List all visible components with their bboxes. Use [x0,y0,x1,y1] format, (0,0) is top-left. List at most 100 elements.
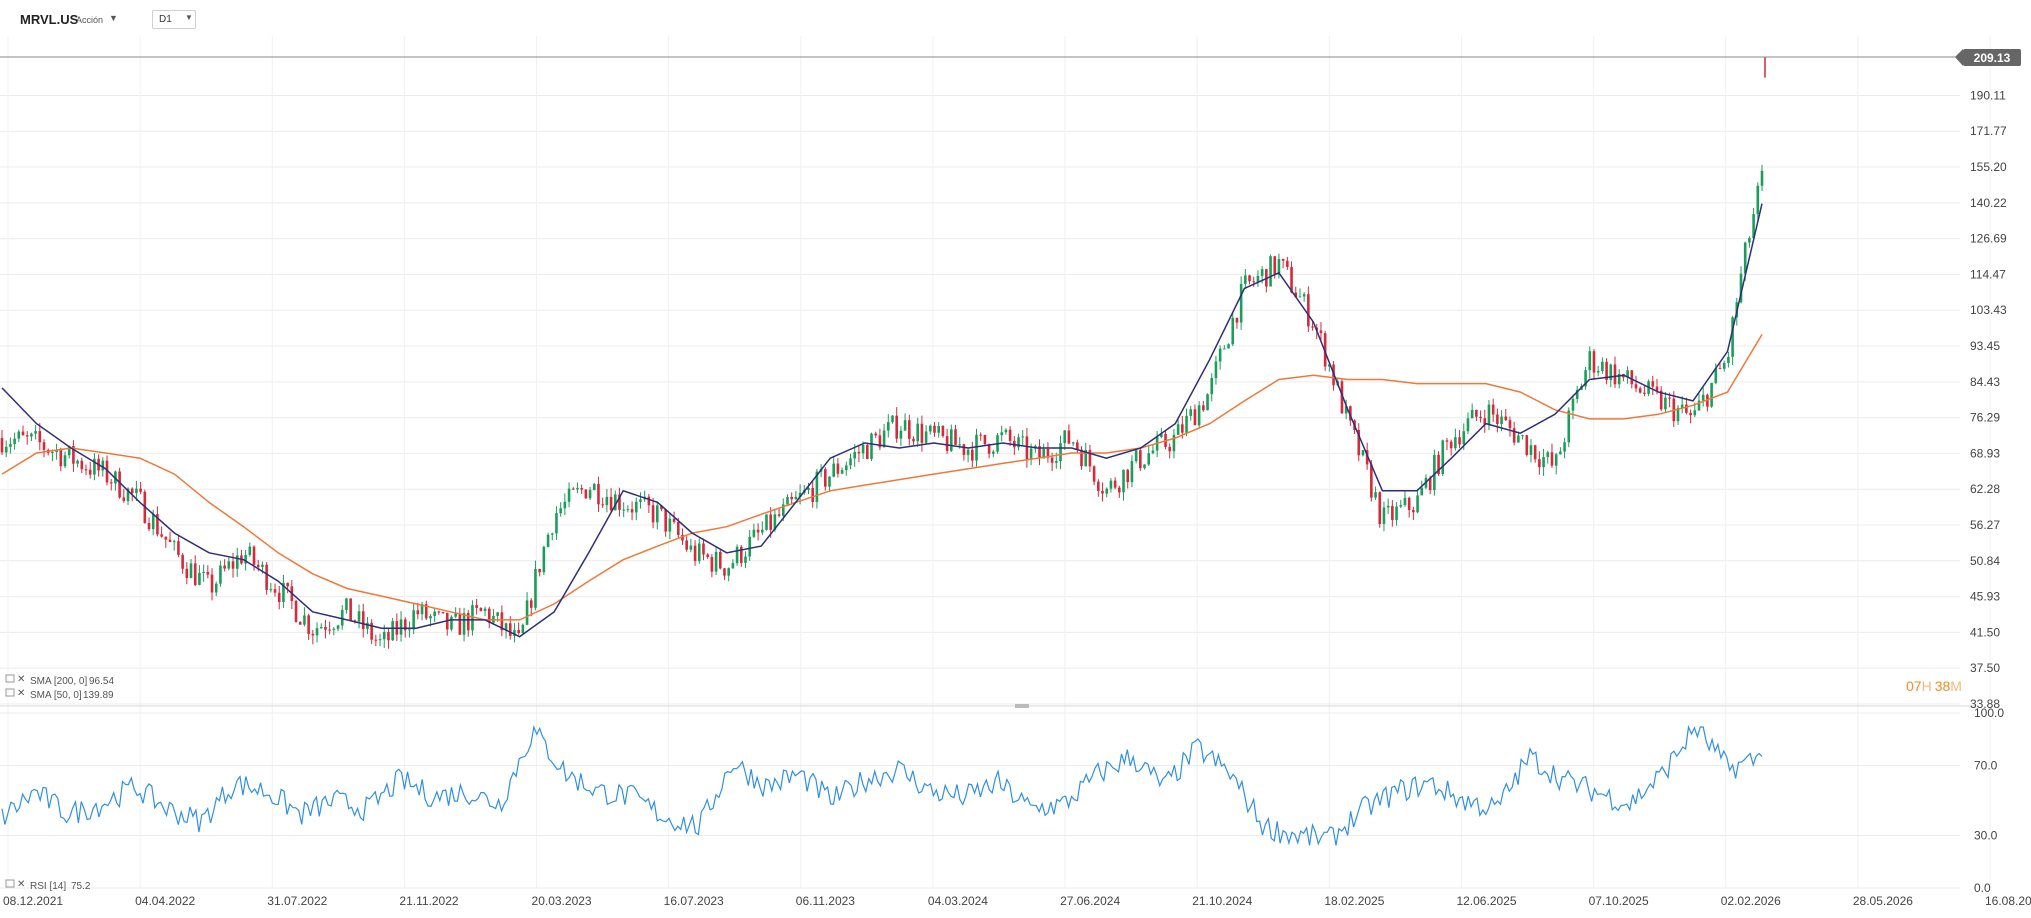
rsi-tick-label: 70.0 [1974,759,1998,773]
candle-body [55,450,58,452]
candle-body [1277,258,1281,275]
candle-body [903,420,907,431]
time-tick-label: 18.02.2025 [1324,894,1384,908]
candle-body [1496,414,1499,424]
sma200-legend-close-icon[interactable]: ✕ [17,674,25,685]
candle-body [462,613,466,635]
candle-body [21,431,25,436]
price-tick-label: 68.93 [1970,446,2000,460]
candle-body [135,488,138,494]
sma50-line [1,203,1763,638]
candle-body [17,431,21,439]
candle-body [811,487,814,502]
candle-body [408,629,411,631]
candle-body [975,434,978,461]
time-axis[interactable]: 08.12.2021 04.04.2022 31.07.2022 21.11.2022… [3,894,2031,908]
candle-body [156,514,159,535]
candle-body [513,629,516,636]
candle-body [714,551,718,572]
candle-body [412,610,415,630]
symbol-title[interactable]: MRVL.US [20,12,79,27]
candle-body [992,451,995,454]
candle-body [865,445,869,459]
rsi-legend-value: 75.2 [71,881,91,892]
price-tick-label: 114.47 [1970,267,2006,281]
candle-body [1370,464,1373,498]
candle-body [1605,361,1608,380]
rsi-axis[interactable]: 100.0 70.0 30.0 0.0 [1974,706,2004,895]
sma50-legend[interactable]: ✕ SMA [50, 0] 139.89 [5,688,114,701]
candle-body [1361,450,1365,456]
pane-resize-handle[interactable] [1015,704,1029,708]
candle-body [1500,416,1503,424]
candle-body [908,420,911,439]
candle-body [177,541,180,555]
candle-body [1748,238,1751,243]
candle-body [571,488,575,490]
candle-body [861,445,865,454]
candle-body [298,621,302,625]
candle-body [1554,454,1558,466]
rsi-legend-menu-icon[interactable] [5,879,15,888]
candle-body [382,632,386,640]
candle-body [781,504,785,516]
sma50-legend-value: 139.89 [83,690,114,701]
sma200-legend[interactable]: ✕ SMA [200, 0] 96.54 [5,674,114,687]
candle-body [929,425,932,432]
sma200-legend-menu-icon[interactable] [5,674,15,683]
candle-body [676,521,680,536]
candle-body [1294,292,1298,298]
candle-body [950,429,953,451]
chart-toolbar: MRVL.US Acción ▼ D1 ▼ [0,0,2031,36]
candle-body [1168,446,1172,452]
timeframe-select[interactable]: D1 ▼ [152,10,196,29]
candle-body [1130,461,1134,483]
candle-body [828,476,831,487]
candle-body [971,449,974,461]
candle-body [849,458,852,466]
rsi-legend-close-icon[interactable]: ✕ [17,879,25,890]
candle-body [1609,364,1613,380]
candle-body [9,444,12,447]
rsi-tick-label: 0.0 [1974,881,1991,895]
rsi-legend[interactable]: ✕ RSI [14] 75.2 [5,879,91,892]
candle-body [1416,495,1419,513]
candle-body [1613,364,1617,385]
instrument-type-label[interactable]: Acción [76,15,104,25]
candle-body [147,523,151,530]
candle-body [1563,442,1566,452]
candle-body [1050,457,1054,463]
candle-body [1634,384,1638,389]
instrument-dropdown-caret-icon[interactable]: ▼ [109,13,118,23]
price-tick-label: 140.22 [1970,196,2007,210]
rsi-grid [0,712,1960,889]
candle-body [424,604,428,619]
candle-body [458,613,462,635]
candle-body [567,488,571,502]
candle-body [723,568,726,576]
price-tick-label: 76.29 [1970,411,2000,425]
sma50-legend-menu-icon[interactable] [5,688,15,697]
candle-body [1596,370,1600,373]
candle-body [794,496,798,500]
candle-body [1273,256,1277,275]
candle-body [181,554,184,569]
candle-body [437,611,441,613]
candle-body [1626,370,1629,378]
candle-body [336,625,340,629]
sma200-line [1,334,1763,621]
candle-body [122,497,126,501]
candle-body [1462,431,1466,445]
candle-body [1286,260,1289,267]
candle-body [1592,351,1596,373]
candle-body [282,582,285,602]
price-axis[interactable]: 190.11 171.77 155.20 140.22 126.69 114.47 103.… [1970,88,2007,711]
candle-body [807,487,810,491]
candle-body [693,545,697,561]
sma50-legend-close-icon[interactable]: ✕ [17,688,25,699]
sma200-legend-value: 96.54 [89,676,114,687]
candle-body [836,463,840,474]
candle-body [1185,415,1188,433]
candle-body [508,623,512,636]
